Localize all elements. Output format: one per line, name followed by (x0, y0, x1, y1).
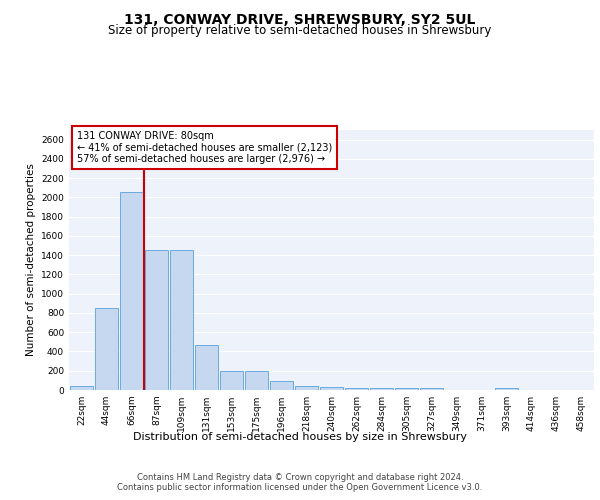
Text: Distribution of semi-detached houses by size in Shrewsbury: Distribution of semi-detached houses by … (133, 432, 467, 442)
Bar (345, 388, 368, 390)
Text: Size of property relative to semi-detached houses in Shrewsbury: Size of property relative to semi-detach… (109, 24, 491, 37)
Bar (370, 388, 393, 390)
Bar (495, 388, 518, 390)
Bar (320, 387, 343, 390)
Bar (170, 250, 193, 390)
Bar (120, 192, 143, 390)
Bar (220, 370, 243, 390)
Bar (95, 308, 118, 390)
Bar (145, 250, 168, 390)
Bar (245, 370, 268, 390)
Bar (295, 386, 318, 390)
Y-axis label: Number of semi-detached properties: Number of semi-detached properties (26, 164, 35, 356)
Text: 131 CONWAY DRIVE: 80sqm
← 41% of semi-detached houses are smaller (2,123)
57% of: 131 CONWAY DRIVE: 80sqm ← 41% of semi-de… (77, 132, 332, 164)
Bar (195, 345, 218, 390)
Text: 131, CONWAY DRIVE, SHREWSBURY, SY2 5UL: 131, CONWAY DRIVE, SHREWSBURY, SY2 5UL (124, 12, 476, 26)
Bar (270, 382, 293, 390)
Text: Contains HM Land Registry data © Crown copyright and database right 2024.
Contai: Contains HM Land Registry data © Crown c… (118, 472, 482, 492)
Bar (420, 388, 443, 390)
Bar (395, 388, 418, 390)
Bar (70, 386, 93, 390)
